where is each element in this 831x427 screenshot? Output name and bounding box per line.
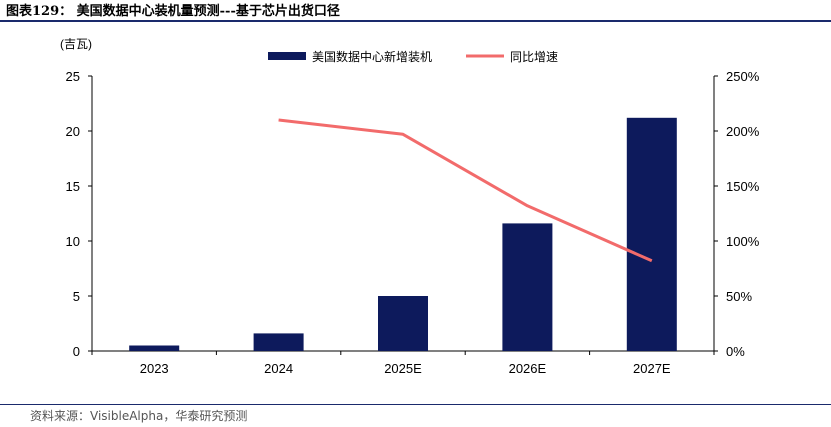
- y-tick-label: 5: [73, 289, 80, 304]
- chart-title: 图表129： 美国数据中心装机量预测---基于芯片出货口径: [6, 4, 340, 19]
- legend-label: 美国数据中心新增装机: [312, 49, 432, 64]
- y2-tick-label: 250%: [726, 69, 760, 84]
- x-tick-label: 2025E: [384, 361, 422, 376]
- y2-tick-label: 0%: [726, 344, 745, 359]
- y2-tick-label: 50%: [726, 289, 752, 304]
- source-note: 资料来源：VisibleAlpha，华泰研究预测: [30, 409, 248, 423]
- y-tick-label: 25: [66, 69, 80, 84]
- legend-label: 同比增速: [510, 50, 558, 64]
- bar: [626, 117, 677, 351]
- bar: [502, 223, 553, 351]
- y-axis-label: (吉瓦): [60, 37, 92, 51]
- y-tick-label: 10: [66, 234, 80, 249]
- y2-tick-label: 100%: [726, 234, 760, 249]
- bar: [129, 345, 180, 351]
- bar: [253, 333, 304, 351]
- x-tick-label: 2024: [264, 361, 293, 376]
- growth-line: [278, 118, 653, 263]
- title-divider: [0, 20, 831, 22]
- y-tick-label: 20: [66, 124, 80, 139]
- y-tick-label: 0: [73, 344, 80, 359]
- bar-series: [129, 117, 677, 351]
- y2-tick-label: 200%: [726, 124, 760, 139]
- line-series: [278, 118, 653, 263]
- x-tick-label: 2023: [140, 361, 169, 376]
- y2-tick-label: 150%: [726, 179, 760, 194]
- bar: [378, 296, 428, 351]
- x-tick-label: 2026E: [509, 361, 547, 376]
- x-tick-label: 2027E: [633, 361, 671, 376]
- legend-swatch-bar: [268, 52, 306, 60]
- footer-divider: [0, 404, 831, 405]
- legend: 美国数据中心新增装机 同比增速: [268, 49, 558, 64]
- y-tick-label: 15: [66, 179, 80, 194]
